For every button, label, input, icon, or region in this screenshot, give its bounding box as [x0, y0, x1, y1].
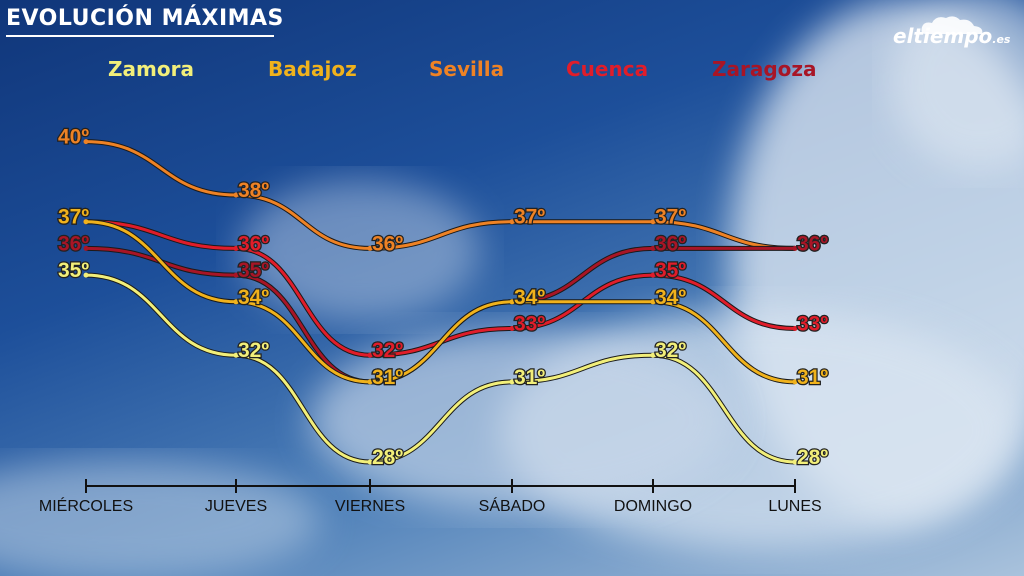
data-label: 34º: [238, 286, 269, 309]
series-line-sevilla: [85, 140, 796, 250]
data-point: [650, 272, 656, 278]
data-label: 40º: [58, 126, 89, 149]
x-tick-label: DOMINGO: [614, 498, 692, 515]
data-label: 34º: [514, 286, 545, 309]
data-label: 28º: [797, 446, 828, 469]
data-point: [650, 299, 656, 305]
data-label: 36º: [238, 232, 269, 255]
legend-badajoz: Badajoz: [268, 57, 357, 81]
series-line-outline: [85, 245, 795, 385]
data-point: [509, 379, 515, 385]
data-point: [367, 352, 373, 358]
x-tick-label: MIÉRCOLES: [39, 496, 133, 515]
data-point: [792, 245, 798, 251]
data-label: 32º: [372, 339, 403, 362]
data-label: 37º: [514, 206, 545, 229]
x-tick-label: VIERNES: [335, 498, 405, 515]
data-label: 28º: [372, 446, 403, 469]
series-lines: [83, 139, 798, 465]
data-label: 31º: [372, 366, 403, 389]
cloud-logo-icon: [921, 16, 983, 34]
x-axis: MIÉRCOLES JUEVES VIERNES SÁBADO DOMINGO LUNES: [39, 479, 822, 515]
data-point: [650, 245, 656, 251]
data-label: 36º: [797, 232, 828, 255]
series-line-cuenca: [85, 220, 796, 357]
data-point: [83, 139, 89, 145]
data-point: [792, 459, 798, 465]
x-tick-label: JUEVES: [205, 498, 267, 515]
data-point: [83, 272, 89, 278]
data-point: [233, 245, 239, 251]
brand-logo: eltiempo.es: [893, 24, 1010, 48]
data-point: [367, 245, 373, 251]
data-point: [83, 219, 89, 225]
x-tick-label: SÁBADO: [479, 496, 546, 515]
data-point: [509, 219, 515, 225]
data-point: [792, 379, 798, 385]
logo-main: eltiempo: [893, 24, 993, 48]
data-label: 35º: [238, 259, 269, 282]
data-point: [792, 326, 798, 331]
series-line-zaragoza: [85, 246, 795, 384]
data-label: 38º: [238, 179, 269, 202]
data-point: [233, 299, 239, 305]
data-point: [650, 219, 656, 225]
legend-cuenca: Cuenca: [566, 57, 649, 81]
data-label: 32º: [238, 339, 269, 362]
data-point: [367, 379, 373, 385]
data-point: [233, 272, 239, 278]
data-point: [83, 245, 89, 251]
data-point: [509, 326, 515, 331]
data-label: 31º: [797, 366, 828, 389]
data-label: 37º: [58, 206, 89, 229]
data-label: 33º: [514, 313, 545, 336]
series-line-badajoz: [85, 220, 796, 384]
data-label: 36º: [655, 232, 686, 255]
data-label: 32º: [655, 339, 686, 362]
data-point: [650, 352, 656, 358]
data-point: [233, 192, 239, 198]
chart-title: EVOLUCIÓN MÁXIMAS: [6, 6, 284, 31]
data-label: 37º: [58, 206, 89, 229]
title-underline: [6, 35, 274, 37]
series-line-outline: [85, 139, 796, 251]
data-label: 37º: [655, 206, 686, 229]
data-label: 36º: [797, 232, 828, 255]
value-labels: 40º 38º 36º 37º 37º 36º 36º 35º 31º 34º 36º 36º 37º 3…: [57, 124, 830, 470]
data-label: 33º: [797, 313, 828, 336]
x-tick-label: LUNES: [768, 498, 821, 515]
legend-zamora: Zamora: [108, 57, 194, 81]
legend-sevilla: Sevilla: [429, 57, 505, 81]
data-point: [509, 299, 515, 305]
data-label: 36º: [58, 232, 89, 255]
logo-suffix: .es: [992, 33, 1011, 46]
data-label: 35º: [58, 259, 89, 282]
data-label: 35º: [655, 259, 686, 282]
legend-zaragoza: Zaragoza: [712, 57, 817, 81]
series-line-zamora: [85, 273, 796, 464]
data-label: 34º: [514, 286, 545, 309]
data-point: [233, 352, 239, 358]
data-label: 36º: [372, 232, 403, 255]
data-label: 34º: [655, 286, 686, 309]
data-point: [367, 459, 373, 465]
data-label: 31º: [514, 366, 545, 389]
series-line-outline: [85, 272, 796, 465]
data-label: 31º: [372, 366, 403, 389]
